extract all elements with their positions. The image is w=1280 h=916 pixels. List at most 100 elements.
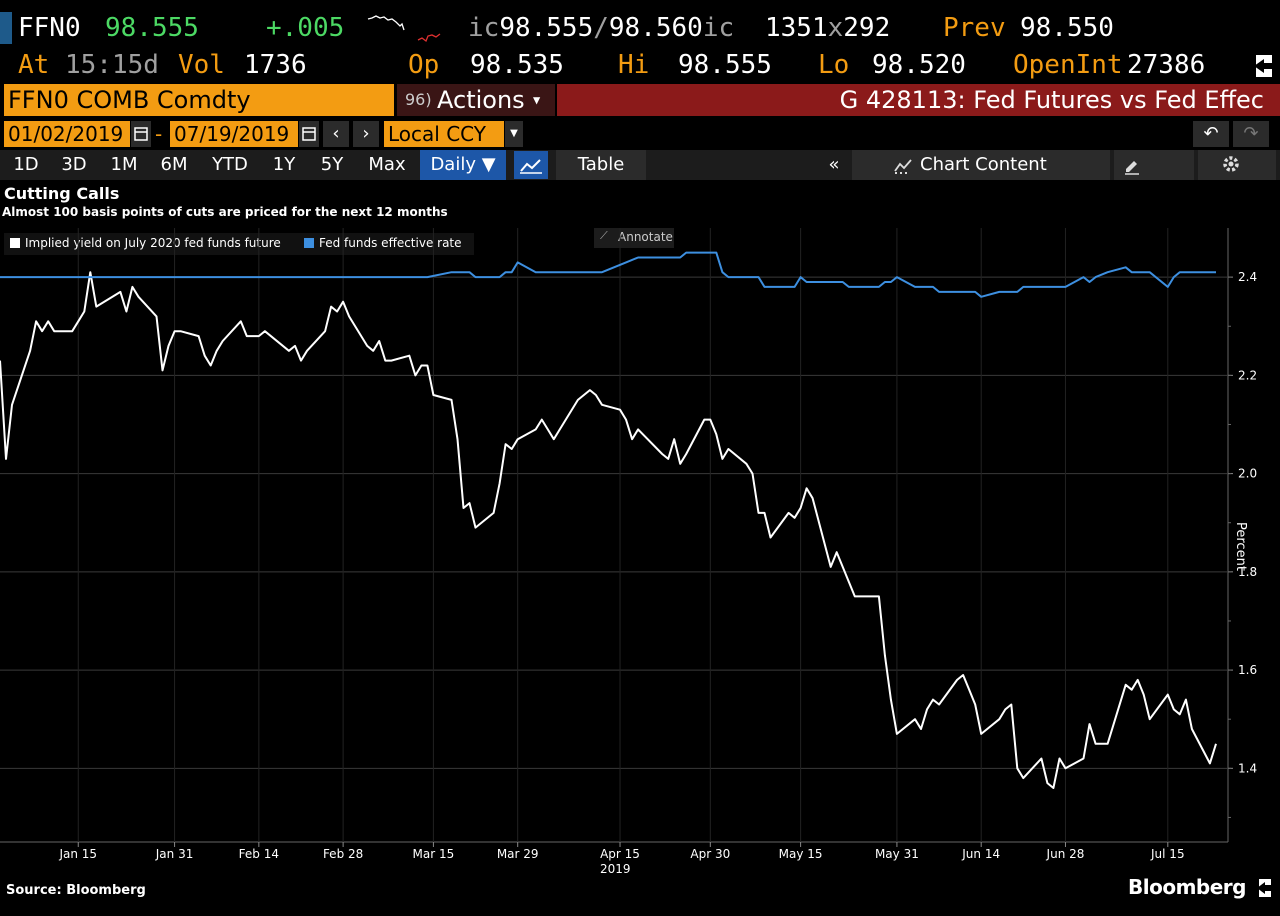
x-tick-label: Mar 15 [413, 847, 455, 861]
x-tick-label: Mar 29 [497, 847, 539, 861]
size-x: x [827, 13, 844, 43]
annotate-icon: ⟋ [600, 229, 608, 242]
x-tick-label: Apr 15 [600, 847, 640, 861]
lo-value: 98.520 [872, 50, 966, 80]
start-calendar-icon[interactable] [131, 121, 151, 147]
period-6m[interactable]: 6M [160, 154, 188, 175]
actions-number: 96) [405, 90, 432, 109]
lo-label: Lo [818, 50, 850, 80]
prev-value: 98.550 [1020, 13, 1114, 43]
hi-label: Hi [618, 50, 650, 80]
table-button[interactable]: Table [556, 150, 646, 180]
currency-select[interactable]: Local CCY [384, 121, 504, 147]
prev-period-button[interactable]: ‹ [323, 121, 349, 147]
legend-swatch-white [10, 238, 20, 248]
end-date-input[interactable]: 07/19/2019 [170, 121, 298, 147]
gear-icon[interactable] [1198, 150, 1276, 180]
brand-logo-icon [1256, 877, 1276, 899]
source: Source: Bloomberg [6, 883, 146, 898]
period-max[interactable]: Max [368, 154, 406, 175]
edit-icon[interactable] [1114, 150, 1194, 180]
y-tick-label: 1.4 [1238, 761, 1257, 775]
hi-value: 98.555 [678, 50, 772, 80]
legend-label-fed-effective: Fed funds effective rate [319, 236, 462, 250]
actions-caret-icon: ▼ [533, 93, 541, 107]
series-line-implied-yield [0, 271, 1217, 789]
vol-label: Vol [178, 50, 225, 80]
x-tick-label: Feb 14 [239, 847, 279, 861]
period-1d[interactable]: 1D [13, 154, 39, 175]
size-bid: 1351 [765, 13, 828, 43]
x-tick-label: Jul 15 [1150, 847, 1185, 861]
y-tick-label: 2.0 [1238, 467, 1257, 481]
x-tick-label: Feb 28 [323, 847, 363, 861]
chart-title: Cutting Calls [4, 184, 120, 203]
collapse-icon[interactable]: « [828, 154, 840, 175]
end-calendar-icon[interactable] [299, 121, 319, 147]
period-1m[interactable]: 1M [110, 154, 138, 175]
chart-content-button[interactable]: Chart Content [852, 150, 1110, 180]
y-tick-label: 2.4 [1238, 270, 1257, 284]
at-time: 15:15d [65, 50, 159, 80]
graph-title-bar: G 428113: Fed Futures vs Fed Effec [557, 84, 1280, 116]
x-tick-label: Jun 28 [1046, 847, 1085, 861]
size-ask: 292 [843, 13, 891, 43]
next-period-button[interactable]: › [353, 121, 379, 147]
sparkline-icon [367, 15, 441, 43]
y-axis-label: Percent [1233, 522, 1248, 571]
undo-icon[interactable]: ↶ [1193, 121, 1229, 147]
currency-dropdown-icon[interactable]: ▼ [505, 121, 523, 147]
redo-icon[interactable]: ↷ [1233, 121, 1269, 147]
op-value: 98.535 [470, 50, 564, 80]
at-label: At [18, 50, 50, 80]
x-tick-label: May 31 [875, 847, 919, 861]
x-tick-label: Jan 15 [58, 847, 97, 861]
price-change: +.005 [266, 13, 345, 43]
period-3d[interactable]: 3D [61, 154, 87, 175]
x-tick-label: Jan 31 [155, 847, 194, 861]
ticker[interactable]: FFN0 [18, 13, 81, 43]
y-tick-label: 2.2 [1238, 368, 1257, 382]
y-tick-label: 1.8 [1238, 565, 1257, 579]
openint-value: 27386 [1127, 50, 1206, 80]
ask: 98.560 [608, 13, 703, 43]
frequency-select[interactable]: Daily ▼ [420, 150, 506, 180]
prev-label: Prev [943, 13, 1006, 43]
quote-sep: / [593, 13, 609, 43]
chart-content-label: Chart Content [920, 154, 1047, 175]
annotate-label: Annotate [618, 230, 673, 244]
op-label: Op [408, 50, 440, 80]
x-tick-label: May 15 [779, 847, 823, 861]
last-price: 98.555 [105, 13, 199, 43]
legend-swatch-blue [304, 238, 314, 248]
graph-title: G 428113: Fed Futures vs Fed Effec [839, 86, 1264, 114]
y-tick-label: 1.6 [1238, 663, 1257, 677]
security-field[interactable]: FFN0 COMB Comdty [4, 84, 394, 116]
openint-label: OpenInt [1013, 50, 1123, 80]
start-date-input[interactable]: 01/02/2019 [4, 121, 130, 147]
period-1y[interactable]: 1Y [272, 154, 296, 175]
x-tick-label: Apr 30 [690, 847, 730, 861]
legend [4, 233, 474, 255]
line-chart-icon[interactable] [514, 151, 548, 179]
bid: 98.555 [499, 13, 594, 43]
period-ytd[interactable]: YTD [212, 154, 248, 175]
vol-value: 1736 [244, 50, 307, 80]
brand-logo: Bloomberg [1128, 875, 1246, 899]
date-dash: - [155, 122, 163, 146]
year-label: 2019 [600, 862, 631, 876]
bid-prefix: ic [468, 13, 500, 43]
x-tick-label: Jun 14 [961, 847, 1000, 861]
ask-suffix: ic [702, 13, 735, 43]
actions-label: Actions [437, 86, 525, 114]
chart-content-icon [894, 159, 912, 174]
quote-size: 1351x292 [765, 13, 890, 43]
period-5y[interactable]: 5Y [320, 154, 344, 175]
quote-bid-ask: ic98.555/98.560ic [468, 13, 734, 43]
actions-button[interactable]: 96) Actions ▼ [397, 84, 555, 116]
ticker-marker [0, 12, 12, 44]
annotate-button[interactable]: ⟋ Annotate [594, 228, 674, 248]
export-icon[interactable] [1252, 52, 1278, 80]
chart-subtitle: Almost 100 basis points of cuts are pric… [2, 205, 448, 219]
